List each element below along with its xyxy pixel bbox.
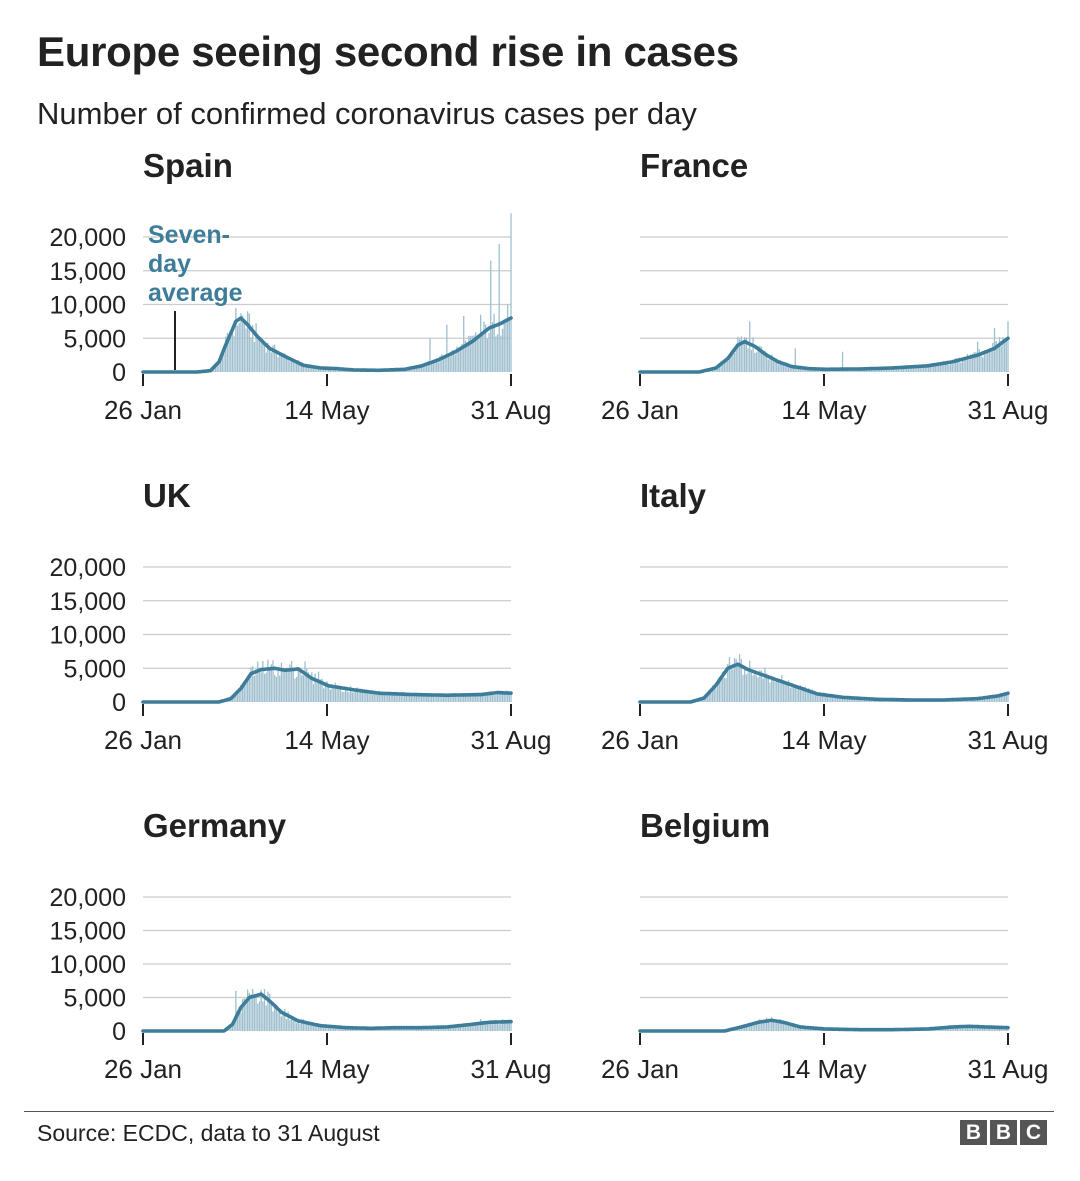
x-tick-label: 14 May	[781, 725, 866, 755]
y-tick-label: 0	[112, 689, 126, 717]
y-tick-label: 15,000	[50, 918, 126, 946]
bbc-logo-letter-b1: B	[960, 1120, 987, 1145]
x-tick-label: 14 May	[284, 1054, 369, 1084]
x-tick-label: 26 Jan	[104, 395, 182, 425]
panel-title-germany: Germany	[143, 807, 287, 844]
bbc-logo: B B C	[960, 1120, 1047, 1145]
seven-day-average-line	[141, 316, 513, 374]
x-tick-label: 31 Aug	[471, 1054, 552, 1084]
y-tick-label: 15,000	[50, 258, 126, 286]
x-tick-label: 31 Aug	[968, 395, 1049, 425]
panel-title-italy: Italy	[640, 477, 707, 514]
panel-spain: Spain 0 5,000 10,000 15,000 20,000 26 Jan 14 Ma…	[50, 147, 552, 425]
x-tick-label: 26 Jan	[104, 725, 182, 755]
y-tick-label: 10,000	[50, 292, 126, 320]
y-tick-label: 0	[112, 1018, 126, 1046]
x-tick-label: 31 Aug	[968, 725, 1049, 755]
x-tick-label: 26 Jan	[104, 1054, 182, 1084]
panel-title-spain: Spain	[143, 147, 233, 184]
source-divider	[24, 1111, 1054, 1112]
panel-italy: Italy 26 Jan 14 May 31 Aug	[601, 477, 1049, 755]
x-tick-label: 26 Jan	[601, 1054, 679, 1084]
y-tick-label: 20,000	[50, 554, 126, 582]
daily-case-bars	[691, 654, 1009, 702]
y-tick-label: 10,000	[50, 951, 126, 979]
x-tick-label: 26 Jan	[601, 395, 679, 425]
annotation-seven-day-average: Seven-	[148, 221, 230, 249]
y-tick-label: 5,000	[63, 325, 126, 353]
x-tick-label: 31 Aug	[471, 395, 552, 425]
chart-title: Europe seeing second rise in cases	[37, 28, 739, 75]
y-tick-label: 0	[112, 359, 126, 387]
seven-day-average-line	[638, 336, 1010, 374]
panel-uk: UK 0 5,000 10,000 15,000 20,000 26 Jan 14 May 31…	[50, 477, 552, 755]
panel-france: France 26 Jan 14 May 31 Aug	[601, 147, 1049, 425]
x-tick-label: 26 Jan	[601, 725, 679, 755]
annotation-seven-day-average: day	[148, 250, 191, 278]
y-tick-label: 20,000	[50, 224, 126, 252]
x-tick-label: 31 Aug	[471, 725, 552, 755]
y-tick-label: 10,000	[50, 622, 126, 650]
daily-case-bars	[700, 321, 1009, 372]
panel-germany: Germany 0 5,000 10,000 15,000 20,000 26 Jan 14 …	[50, 807, 552, 1084]
seven-day-average-line	[638, 662, 1010, 704]
panel-belgium: Belgium 26 Jan 14 May 31 Aug	[601, 807, 1049, 1084]
x-tick-label: 14 May	[781, 1054, 866, 1084]
seven-day-average-line	[141, 992, 513, 1033]
x-tick-label: 14 May	[284, 395, 369, 425]
bbc-logo-letter-c: C	[1020, 1120, 1047, 1145]
seven-day-average-line	[638, 1018, 1010, 1033]
x-tick-label: 14 May	[284, 725, 369, 755]
bbc-logo-letter-b2: B	[990, 1120, 1017, 1145]
x-tick-label: 14 May	[781, 395, 866, 425]
panel-title-belgium: Belgium	[640, 807, 770, 844]
annotation-seven-day-average: average	[148, 279, 243, 307]
x-tick-label: 31 Aug	[968, 1054, 1049, 1084]
chart-subtitle: Number of confirmed coronavirus cases pe…	[37, 96, 697, 131]
y-tick-label: 20,000	[50, 884, 126, 912]
small-multiples-charts: Spain 0 5,000 10,000 15,000 20,000 26 Jan 14 Ma…	[50, 147, 1049, 1084]
source-note: Source: ECDC, data to 31 August	[37, 1120, 380, 1146]
y-tick-label: 5,000	[63, 655, 126, 683]
y-tick-label: 5,000	[63, 985, 126, 1013]
y-tick-label: 15,000	[50, 588, 126, 616]
panel-title-uk: UK	[143, 477, 191, 514]
panel-title-france: France	[640, 147, 748, 184]
seven-day-average-line	[141, 666, 513, 704]
